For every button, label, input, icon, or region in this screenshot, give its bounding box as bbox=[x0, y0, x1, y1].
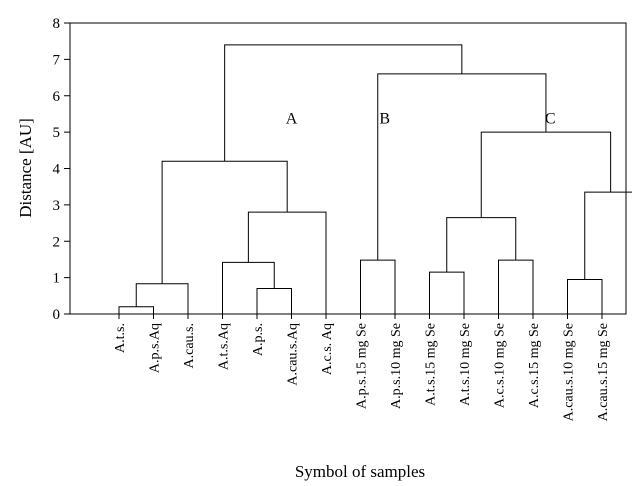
dendrogram-link bbox=[584, 191, 632, 280]
y-tick-label: 4 bbox=[53, 162, 61, 178]
dendrogram-link bbox=[256, 288, 292, 314]
leaf-label: A.cau.s.10 mg Se bbox=[562, 323, 577, 421]
dendrogram-link bbox=[222, 261, 275, 314]
leaf-label: A.t.s. bbox=[113, 323, 128, 353]
dendrogram-link bbox=[446, 217, 517, 273]
y-tick-label: 1 bbox=[53, 271, 61, 287]
leaf-label: A.p.s.15 mg Se bbox=[355, 323, 370, 409]
leaf-label: A.p.s. bbox=[251, 323, 266, 356]
y-tick-label: 7 bbox=[53, 52, 61, 68]
leaf-label: A.cau.s. bbox=[182, 323, 197, 369]
leaf-label: A.t.s.10 mg Se bbox=[458, 323, 473, 406]
dendrogram-link bbox=[480, 131, 612, 218]
dendrogram-link bbox=[567, 278, 603, 314]
cluster-label: C bbox=[545, 111, 556, 128]
leaf-label: A.c.s bbox=[631, 323, 632, 352]
leaf-label: A.p.s.10 mg Se bbox=[389, 323, 404, 409]
dendrogram-link bbox=[135, 283, 189, 314]
leaf-label: A.p.s.Aq bbox=[148, 323, 163, 373]
plot-frame bbox=[69, 22, 627, 315]
leaf-label: A.c.s.10 mg Se bbox=[493, 323, 508, 408]
y-tick-label: 3 bbox=[53, 198, 61, 214]
plot-area: 0 1 2 3 4 5 6 7 8 A.t.s. A.p.s.Aq A.cau.s. A.t.s.Aq A… bbox=[53, 16, 632, 421]
y-tick-label: 6 bbox=[53, 89, 61, 105]
dendrogram-link bbox=[118, 306, 154, 314]
leaf-label: A.t.s.Aq bbox=[217, 323, 232, 370]
x-axis-title: Symbol of samples bbox=[295, 462, 425, 481]
y-tick-label: 2 bbox=[53, 234, 61, 250]
leaf-label: A.c.s. Aq bbox=[320, 323, 335, 375]
cluster-label: A bbox=[286, 111, 298, 128]
y-axis-title: Distance [AU] bbox=[16, 118, 35, 218]
y-tick-label: 5 bbox=[53, 125, 61, 141]
dendrogram-link bbox=[247, 211, 327, 314]
leaf-label: A.cau.s.Aq bbox=[286, 323, 301, 386]
dendrogram-link bbox=[360, 259, 396, 314]
y-tick-label: 8 bbox=[53, 16, 61, 32]
dendrogram-link bbox=[429, 271, 465, 314]
dendrogram-link bbox=[377, 73, 547, 261]
leaf-label: A.cau.s.15 mg Se bbox=[596, 323, 611, 421]
leaf-label: A.t.s.15 mg Se bbox=[424, 323, 439, 406]
dendrogram-link bbox=[161, 160, 288, 284]
cluster-label: B bbox=[379, 111, 390, 128]
dendrogram-link bbox=[224, 44, 463, 162]
y-tick-label: 0 bbox=[53, 307, 61, 323]
leaf-label: A.c.s.15 mg Se bbox=[527, 323, 542, 408]
dendrogram-link bbox=[498, 259, 534, 314]
